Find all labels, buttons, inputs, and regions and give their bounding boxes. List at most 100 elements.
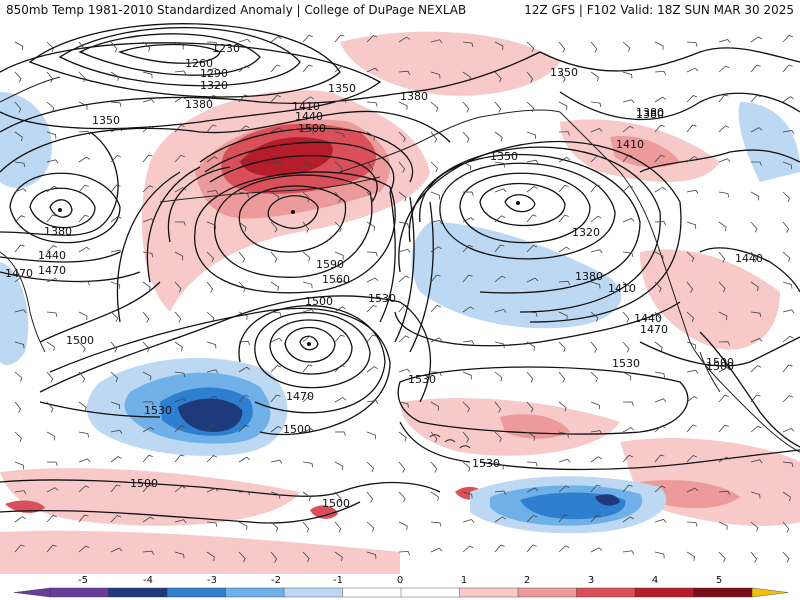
wind-barb xyxy=(782,251,791,262)
wind-barb xyxy=(430,191,440,200)
contour-label: 1380 xyxy=(636,108,664,121)
wind-barb xyxy=(142,454,153,463)
wind-barb xyxy=(526,431,536,441)
colorbar-band xyxy=(576,587,636,598)
wind-barb xyxy=(14,101,22,113)
wind-barb xyxy=(558,131,570,136)
wind-barb xyxy=(206,395,218,403)
wind-barb xyxy=(430,521,442,527)
wind-barb xyxy=(174,154,185,163)
wind-barb xyxy=(206,94,217,103)
wind-barb xyxy=(558,431,569,438)
wind-barb xyxy=(174,398,187,403)
wind-barb xyxy=(46,311,58,318)
wind-barb xyxy=(334,98,347,103)
wind-barb xyxy=(718,281,726,293)
wind-barb xyxy=(366,491,374,503)
wind-barb xyxy=(494,161,506,168)
wind-barb xyxy=(622,154,633,163)
wind-barb xyxy=(686,551,696,561)
wind-barb xyxy=(622,185,634,193)
product-title: 850mb Temp 1981-2010 Standardized Anomal… xyxy=(6,3,467,17)
wind-barb xyxy=(622,125,634,133)
wind-barb xyxy=(238,251,246,263)
wind-barb xyxy=(686,395,698,403)
wind-barb xyxy=(110,249,123,254)
wind-barb xyxy=(206,41,218,47)
wind-barb xyxy=(334,131,345,139)
contour-1470-south xyxy=(238,305,386,414)
colorbar-band xyxy=(459,587,519,598)
wind-barb xyxy=(174,341,183,352)
wind-barb xyxy=(494,131,503,142)
wind-barb xyxy=(206,424,217,433)
wind-barb xyxy=(366,304,378,313)
wind-barb xyxy=(366,277,379,283)
wind-barb xyxy=(366,35,378,43)
wind-barb xyxy=(366,251,378,257)
wind-barb xyxy=(142,154,153,163)
wind-barb xyxy=(526,277,539,283)
contour-1470-west xyxy=(0,271,141,283)
contour-label: 1530 xyxy=(472,457,500,470)
contour-label: 1380 xyxy=(185,98,213,111)
wind-barb xyxy=(334,364,345,373)
wind-barb xyxy=(718,125,730,133)
wind-barb xyxy=(302,428,315,433)
contour-label: 1530 xyxy=(612,357,640,370)
wind-barb xyxy=(110,429,123,434)
wind-barb xyxy=(430,431,438,443)
colorbar-tick: -1 xyxy=(333,575,343,586)
wind-barb xyxy=(270,36,282,43)
wind-barb xyxy=(366,161,374,173)
wind-barb xyxy=(462,461,471,472)
wind-barb xyxy=(14,275,26,283)
wind-barb xyxy=(78,214,89,223)
colorbar-tick: 5 xyxy=(716,575,722,586)
colorbar-tick: -5 xyxy=(78,575,88,586)
wind-barb xyxy=(142,484,153,493)
wind-barb xyxy=(430,547,443,553)
wind-barb xyxy=(462,519,475,523)
wind-barb xyxy=(334,191,342,203)
wind-barb xyxy=(110,311,119,322)
wind-barb xyxy=(142,281,151,292)
wind-barb xyxy=(558,71,566,83)
wind-barb xyxy=(398,304,409,313)
wind-barb xyxy=(590,128,603,133)
wind-barb xyxy=(494,401,502,413)
wind-barb xyxy=(238,340,251,346)
colorbar-tick: 3 xyxy=(588,575,594,586)
contour-trough-3 xyxy=(116,171,434,353)
wind-barb xyxy=(366,461,374,473)
wind-barb xyxy=(750,394,761,403)
contour-label: 1440 xyxy=(735,252,763,265)
wind-barb xyxy=(718,311,728,321)
wind-barb xyxy=(270,281,279,291)
warm-anomaly-spot-2 xyxy=(310,505,338,519)
wind-barb xyxy=(78,130,91,136)
wind-barb xyxy=(46,401,54,413)
wind-barb xyxy=(750,521,759,532)
wind-barb xyxy=(686,281,694,293)
wind-barb xyxy=(238,94,249,103)
wind-barb xyxy=(46,41,54,53)
wind-barb xyxy=(526,159,539,164)
wind-barb xyxy=(334,251,344,260)
wind-barb xyxy=(526,311,538,317)
wind-barb xyxy=(590,401,600,410)
wind-barb xyxy=(142,516,155,523)
wind-barb xyxy=(750,491,761,499)
model-run-info: 12Z GFS | F102 Valid: 18Z SUN MAR 30 202… xyxy=(524,3,794,17)
wind-barb xyxy=(750,338,763,343)
wind-barb xyxy=(622,41,631,52)
wind-barb xyxy=(622,71,633,79)
wind-barb xyxy=(590,371,598,383)
wind-barb xyxy=(462,431,470,443)
wind-barb xyxy=(142,311,150,323)
wind-barb xyxy=(494,244,505,253)
wind-barb xyxy=(270,191,280,201)
contour-label: 1290 xyxy=(200,67,228,80)
wind-barb xyxy=(718,94,729,103)
wind-barb xyxy=(14,215,26,223)
